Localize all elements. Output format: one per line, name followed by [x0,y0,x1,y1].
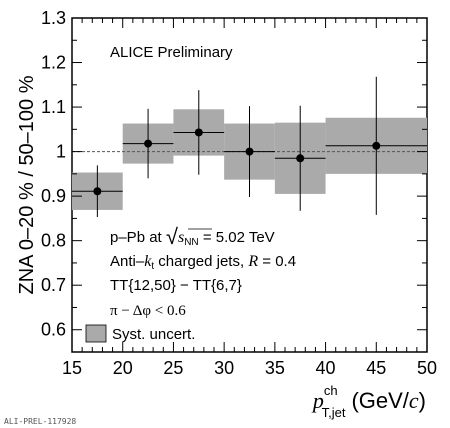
data-point-5 [372,141,381,150]
annotation-system: p–Pb at √sNN = 5.02 TeV [110,224,275,249]
x-tick-labels: 15 20 25 30 35 40 45 50 [62,358,437,378]
y-tick-label: 1 [56,142,66,162]
data-points [72,76,427,218]
data-point-0 [93,187,102,196]
y-tick-labels: 0.6 0.7 0.8 0.9 1 1.1 1.2 1.3 [41,8,66,340]
data-point-4 [296,154,305,163]
annotation-dphi: π − Δφ < 0.6 [110,303,186,319]
y-tick-label: 1.3 [41,8,66,28]
annotation-jets: Anti–kt charged jets, R = 0.4 [110,253,296,272]
figure-id: ALI-PREL-117928 [4,417,76,426]
y-tick-label: 0.7 [41,275,66,295]
y-tick-label: 0.8 [41,231,66,251]
x-tick-label: 50 [417,358,437,378]
x-tick-label: 30 [214,358,234,378]
legend-swatch [85,324,107,343]
annotation-trigger: TT{12,50} − TT{6,7} [110,277,242,294]
y-tick-label: 1.2 [41,53,66,73]
data-point-3 [245,147,254,156]
x-tick-label: 25 [163,358,183,378]
y-axis-label: ZNA 0–20 % / 50–100 % [16,75,38,294]
x-tick-label: 45 [366,358,386,378]
x-tick-label: 35 [265,358,285,378]
chart-title: ALICE Preliminary [110,44,233,61]
x-tick-label: 20 [113,358,133,378]
legend-label: Syst. uncert. [112,326,195,343]
y-tick-label: 0.6 [41,320,66,340]
x-axis-label: pch T,jet (GeV/c) [311,383,426,420]
y-tick-label: 1.1 [41,97,66,117]
data-point-2 [194,128,203,137]
data-point-1 [144,139,153,148]
x-tick-label: 15 [62,358,82,378]
y-tick-label: 0.9 [41,186,66,206]
x-tick-label: 40 [316,358,336,378]
axis-ticks [71,17,428,353]
